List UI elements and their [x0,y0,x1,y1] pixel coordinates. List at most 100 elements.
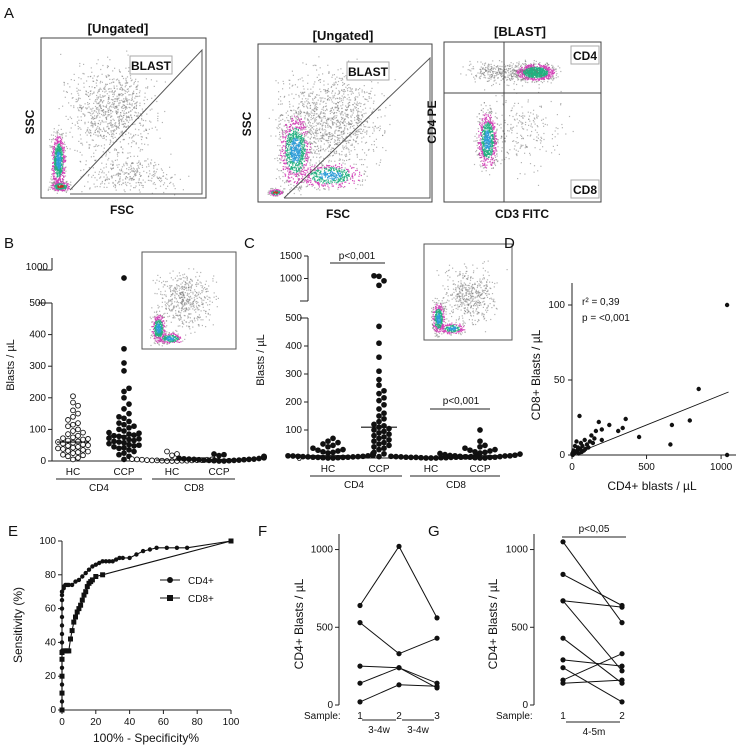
density-dot [293,115,296,117]
density-dot [290,133,292,135]
density-dot [110,115,112,117]
density-dot [112,182,114,184]
density-dot [302,62,304,64]
density-dot [308,177,310,179]
density-dot [103,113,105,115]
density-dot [90,134,92,136]
density-dot [302,173,304,175]
density-dot [53,167,55,169]
density-dot [293,162,296,164]
density-dot [300,111,303,113]
density-dot [133,100,135,102]
density-dot [306,182,308,184]
density-dot [141,184,143,186]
density-dot [54,181,56,183]
density-dot [318,74,320,76]
density-dot [150,162,152,164]
density-dot [375,163,378,165]
density-dot [134,103,136,105]
density-dot [119,180,121,182]
density-dot [310,111,312,113]
density-dot [308,132,310,134]
density-dot [296,86,299,88]
density-dot [64,168,66,170]
density-dot [101,109,103,111]
density-dot [134,111,136,113]
density-dot [163,182,166,184]
density-dot [53,185,55,187]
density-dot [293,174,295,176]
density-dot [80,105,82,107]
density-dot [313,173,315,175]
density-dot [526,66,528,68]
density-dot [348,84,350,86]
density-dot [146,113,148,115]
density-dot [318,79,320,82]
density-dot [60,171,62,173]
density-dot [300,170,302,172]
density-dot [334,122,336,124]
density-dot [139,175,141,177]
density-dot [114,122,116,124]
density-dot [148,128,150,130]
density-dot [316,94,318,96]
density-dot [128,67,130,69]
density-dot [57,179,59,181]
density-dot [363,126,365,128]
density-dot [57,140,60,143]
density-dot [293,192,295,195]
density-dot [173,185,175,187]
density-dot [130,99,132,101]
density-dot [115,111,117,113]
density-dot [158,179,161,182]
density-dot [289,162,291,164]
density-dot [296,137,298,139]
density-dot [64,172,66,174]
density-dot [311,115,313,117]
density-dot [56,135,59,137]
density-dot [289,138,292,140]
density-dot [117,155,119,157]
density-dot [56,184,58,187]
density-dot [327,176,329,178]
density-dot [333,169,335,171]
density-dot [62,105,64,107]
density-dot [137,95,139,97]
density-dot [308,121,310,124]
density-dot [300,166,302,168]
density-dot [105,139,107,141]
density-dot [323,134,325,136]
density-dot [307,112,309,114]
density-dot [337,182,339,184]
density-dot [289,141,291,144]
density-dot [122,135,124,137]
density-dot [121,95,123,97]
density-dot [120,84,122,86]
density-dot [333,151,335,153]
density-dot [54,138,56,141]
density-dot [97,125,99,127]
density-dot [121,93,123,95]
density-dot [56,182,58,184]
density-dot [301,134,303,136]
density-dot [317,145,319,147]
density-dot [289,168,292,170]
density-dot [61,159,63,161]
density-dot [355,134,357,136]
density-dot [105,106,107,108]
density-dot [116,97,118,99]
density-dot [58,147,61,149]
density-dot [295,112,297,114]
density-dot [119,102,121,104]
density-dot [170,181,172,183]
density-dot [371,144,373,146]
density-dot [325,183,327,185]
density-dot [54,173,56,175]
density-dot [53,151,55,153]
density-dot [108,97,110,99]
density-dot [296,153,298,155]
density-dot [59,136,61,138]
density-dot [339,127,341,129]
density-dot [336,168,338,170]
density-dot [288,131,290,133]
